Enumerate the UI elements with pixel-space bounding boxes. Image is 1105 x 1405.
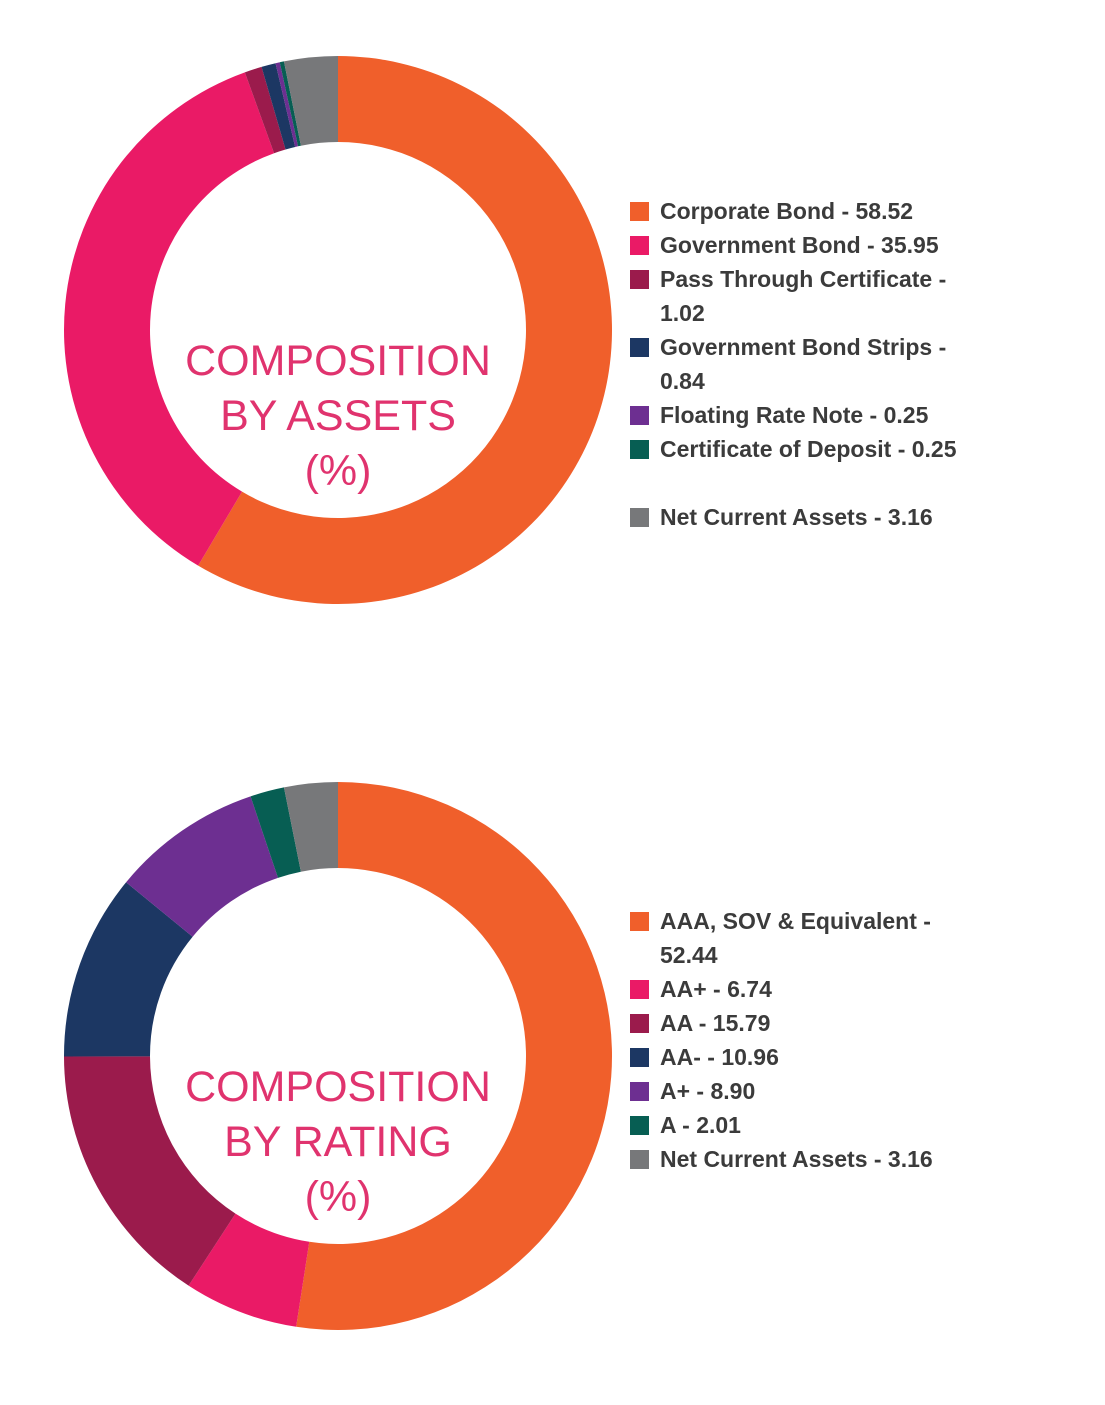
rating-legend: AAA, SOV & Equivalent - 52.44 AA+ - 6.74 A… [630,904,1070,1176]
rating-slice-aa [64,882,193,1057]
assets-donut: COMPOSITION BY ASSETS (%) [63,56,612,604]
assets-legend: Corporate Bond - 58.52 Government Bond - … [630,194,1070,534]
legend-swatch [630,1116,649,1135]
rating-slice-a [250,787,301,878]
rating-legend-item: A+ - 8.90 [630,1074,1070,1108]
assets-legend-item: Pass Through Certificate - 1.02 [630,262,1070,330]
legend-label: Corporate Bond - 58.52 [660,198,914,224]
legend-label: Net Current Assets - 3.16 [660,504,933,530]
rating-legend-item: AA+ - 6.74 [630,972,1070,1006]
assets-slice-pass-through-certificate [244,66,286,154]
rating-slice-aa [64,1056,236,1286]
rating-slice-aaa-sov-equivalent [296,782,613,1330]
rating-donut-slices [64,782,613,1330]
composition-by-rating-chart: COMPOSITION BY RATING (%) AAA, SOV & Equ… [0,776,1105,1336]
assets-slice-government-bond-strips [261,63,296,150]
legend-label: Government Bond - 35.95 [660,232,939,258]
rating-legend-item: A - 2.01 [630,1108,1070,1142]
legend-label: AA - 15.79 [660,1010,771,1036]
rating-slice-aa-plus [188,1213,310,1327]
assets-donut-slices [63,56,612,604]
legend-label: A - 2.01 [660,1112,741,1138]
composition-by-assets-chart: COMPOSITION BY ASSETS (%) Corporate Bond… [0,50,1105,610]
assets-center-title-line-1: COMPOSITION [185,337,491,385]
legend-label: AAA, SOV & Equivalent - 52.44 [660,908,931,968]
assets-slice-corporate-bond [198,56,612,604]
assets-legend-item: Government Bond - 35.95 [630,228,1070,262]
legend-label: A+ - 8.90 [660,1078,756,1104]
assets-slice-certificate-of-deposit [279,61,301,147]
assets-legend-item: Government Bond Strips - 0.84 [630,330,1070,398]
legend-swatch [630,980,649,999]
rating-center-title-line-1: COMPOSITION [185,1063,491,1111]
legend-label: AA- - 10.96 [660,1044,779,1070]
assets-center-title-line-3: (%) [305,447,372,495]
rating-legend-item: AAA, SOV & Equivalent - 52.44 [630,904,1070,972]
legend-label: AA+ - 6.74 [660,976,772,1002]
legend-swatch [630,236,649,255]
legend-label: Government Bond Strips - 0.84 [660,334,947,394]
legend-swatch [630,912,649,931]
rating-legend-item: AA - 15.79 [630,1006,1070,1040]
assets-center-title-line-2: BY ASSETS [220,392,456,440]
legend-swatch [630,406,649,425]
assets-slice-government-bond [63,72,275,566]
legend-swatch [630,270,649,289]
rating-center-title-line-3: (%) [305,1173,372,1221]
rating-slice-a-plus [126,796,278,937]
legend-swatch [630,1082,649,1101]
assets-slice-floating-rate-note [275,62,299,147]
rating-donut: COMPOSITION BY RATING (%) [64,782,613,1330]
assets-slice-net-current-assets [283,56,338,146]
legend-label: Floating Rate Note - 0.25 [660,402,929,428]
rating-legend-item: AA- - 10.96 [630,1040,1070,1074]
rating-center-title-line-2: BY RATING [224,1118,452,1166]
legend-swatch [630,338,649,357]
legend-swatch [630,202,649,221]
legend-swatch [630,440,649,459]
legend-label: Certificate of Deposit - 0.25 [660,436,957,462]
assets-legend-item: Floating Rate Note - 0.25 [630,398,1070,432]
legend-label: Net Current Assets - 3.16 [660,1146,933,1172]
assets-legend-item: Net Current Assets - 3.16 [630,500,1070,534]
legend-swatch [630,1014,649,1033]
rating-legend-item: Net Current Assets - 3.16 [630,1142,1070,1176]
legend-swatch [630,508,649,527]
legend-swatch [630,1048,649,1067]
legend-swatch [630,1150,649,1169]
legend-label: Pass Through Certificate - 1.02 [660,266,947,326]
assets-legend-item: Corporate Bond - 58.52 [630,194,1070,228]
assets-legend-item: Certificate of Deposit - 0.25 [630,432,1070,500]
rating-slice-net-current-assets [283,782,338,872]
